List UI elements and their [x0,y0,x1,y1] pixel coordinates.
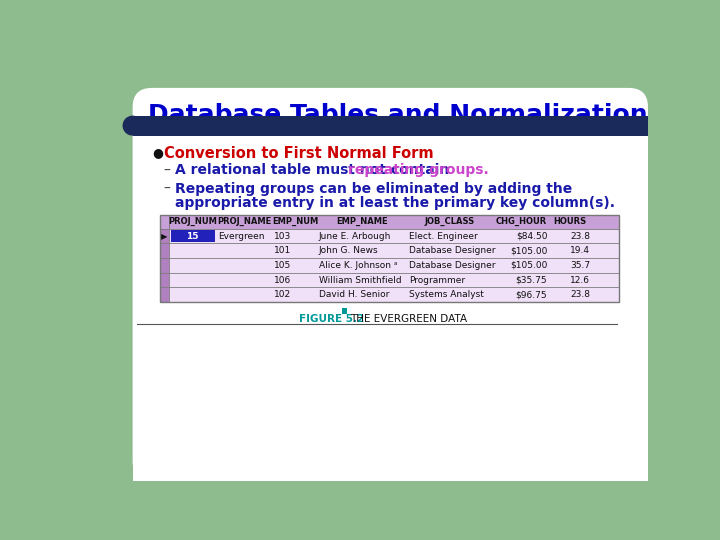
Text: Elect. Engineer: Elect. Engineer [409,232,477,241]
Text: Alice K. Johnson ᵃ: Alice K. Johnson ᵃ [319,261,397,270]
Text: Database Designer: Database Designer [409,246,495,255]
Circle shape [122,116,143,136]
Text: FIGURE 5.2: FIGURE 5.2 [300,314,364,325]
Text: June E. Arbough: June E. Arbough [319,232,391,241]
Text: ●: ● [152,146,163,159]
Bar [160,244,169,258]
Text: Systems Analyst: Systems Analyst [409,290,484,299]
Text: 23.8: 23.8 [570,290,590,299]
Text: 15: 15 [186,232,199,241]
Text: appropriate entry in at least the primary key column(s).: appropriate entry in at least the primar… [175,195,616,210]
Text: 101: 101 [274,246,291,255]
Bar [169,287,618,302]
Text: 12.6: 12.6 [570,275,590,285]
Bar [132,116,648,136]
Bar [169,258,618,273]
Text: PROJ_NUM: PROJ_NUM [168,217,217,226]
Text: –: – [163,182,171,196]
Bar [169,244,618,258]
Bar [160,258,169,273]
Text: 102: 102 [274,290,291,299]
Text: Repeating groups can be eliminated by adding the: Repeating groups can be eliminated by ad… [175,182,572,196]
Bar [160,215,618,302]
Text: $105.00: $105.00 [510,246,547,255]
Bar [160,287,169,302]
Bar [171,231,215,242]
Text: 105: 105 [274,261,291,270]
Text: EMP_NUM: EMP_NUM [271,217,318,226]
Bar [169,273,618,287]
Text: A relational table must not contain: A relational table must not contain [175,164,454,177]
Text: CHG_HOUR: CHG_HOUR [495,217,546,226]
Text: $105.00: $105.00 [510,261,547,270]
Bar [160,229,169,244]
Text: Programmer: Programmer [409,275,465,285]
Text: ▶: ▶ [161,232,168,241]
Text: PROJ_NAME: PROJ_NAME [217,217,271,226]
Bar [169,215,618,229]
Text: THE EVERGREEN DATA: THE EVERGREEN DATA [351,314,467,325]
Text: 103: 103 [274,232,291,241]
Text: JOB_CLASS: JOB_CLASS [425,217,475,226]
Text: repeating groups.: repeating groups. [348,164,489,177]
Text: 19.4: 19.4 [570,246,590,255]
FancyBboxPatch shape [132,88,648,481]
Text: $96.75: $96.75 [516,290,547,299]
Bar [160,273,169,287]
Text: Database Designer: Database Designer [409,261,495,270]
Bar [132,450,648,481]
Text: $84.50: $84.50 [516,232,547,241]
Bar [160,215,169,229]
Text: Conversion to First Normal Form: Conversion to First Normal Form [164,146,434,161]
Text: David H. Senior: David H. Senior [319,290,390,299]
Text: Evergreen: Evergreen [217,232,264,241]
Text: 106: 106 [274,275,291,285]
Text: HOURS: HOURS [554,218,587,226]
Text: Database Tables and Normalization: Database Tables and Normalization [148,103,648,127]
Text: 23.8: 23.8 [570,232,590,241]
Text: $35.75: $35.75 [516,275,547,285]
Bar [342,308,347,314]
Text: 35.7: 35.7 [570,261,590,270]
Text: –: – [163,164,171,177]
Text: William Smithfield: William Smithfield [319,275,402,285]
Bar [169,229,618,244]
Text: EMP_NAME: EMP_NAME [336,217,388,226]
Text: John G. News: John G. News [319,246,379,255]
